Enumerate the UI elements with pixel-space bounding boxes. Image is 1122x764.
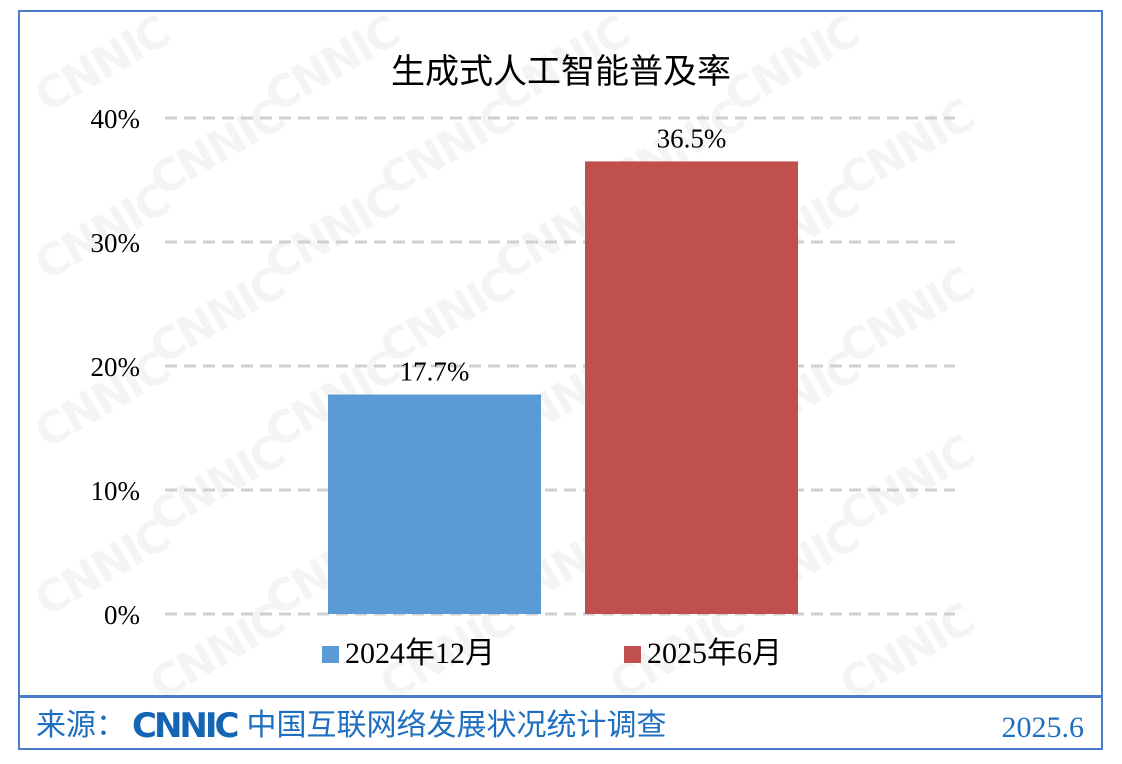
cnnic-logo: CNNIC <box>132 706 239 746</box>
y-tick-label: 10% <box>91 476 141 506</box>
bar <box>328 394 541 614</box>
bar <box>585 161 798 614</box>
y-tick-label: 20% <box>91 352 141 382</box>
legend-swatch <box>322 645 339 663</box>
y-tick-label: 0% <box>104 600 140 630</box>
legend-swatch <box>624 645 641 663</box>
footer-source: 来源： CNNIC 中国互联网络发展状况统计调查 <box>36 708 666 744</box>
chart-title: 生成式人工智能普及率 <box>391 54 731 91</box>
legend-item-2024-12: 2024年12月 <box>322 636 495 672</box>
legend-item-2025-6: 2025年6月 <box>624 636 782 672</box>
y-tick-label: 40% <box>91 104 141 134</box>
data-label: 17.7% <box>400 357 470 387</box>
chart-frame <box>18 10 1103 750</box>
source-name: 中国互联网络发展状况统计调查 <box>246 709 667 742</box>
source-label: 来源： <box>36 709 126 742</box>
y-tick-label: 30% <box>91 228 141 258</box>
legend-label: 2025年6月 <box>647 637 782 670</box>
legend-label: 2024年12月 <box>345 637 495 670</box>
footer-date: 2025.6 <box>1001 711 1085 744</box>
footer-divider <box>18 695 1103 698</box>
data-label: 36.5% <box>657 123 727 153</box>
